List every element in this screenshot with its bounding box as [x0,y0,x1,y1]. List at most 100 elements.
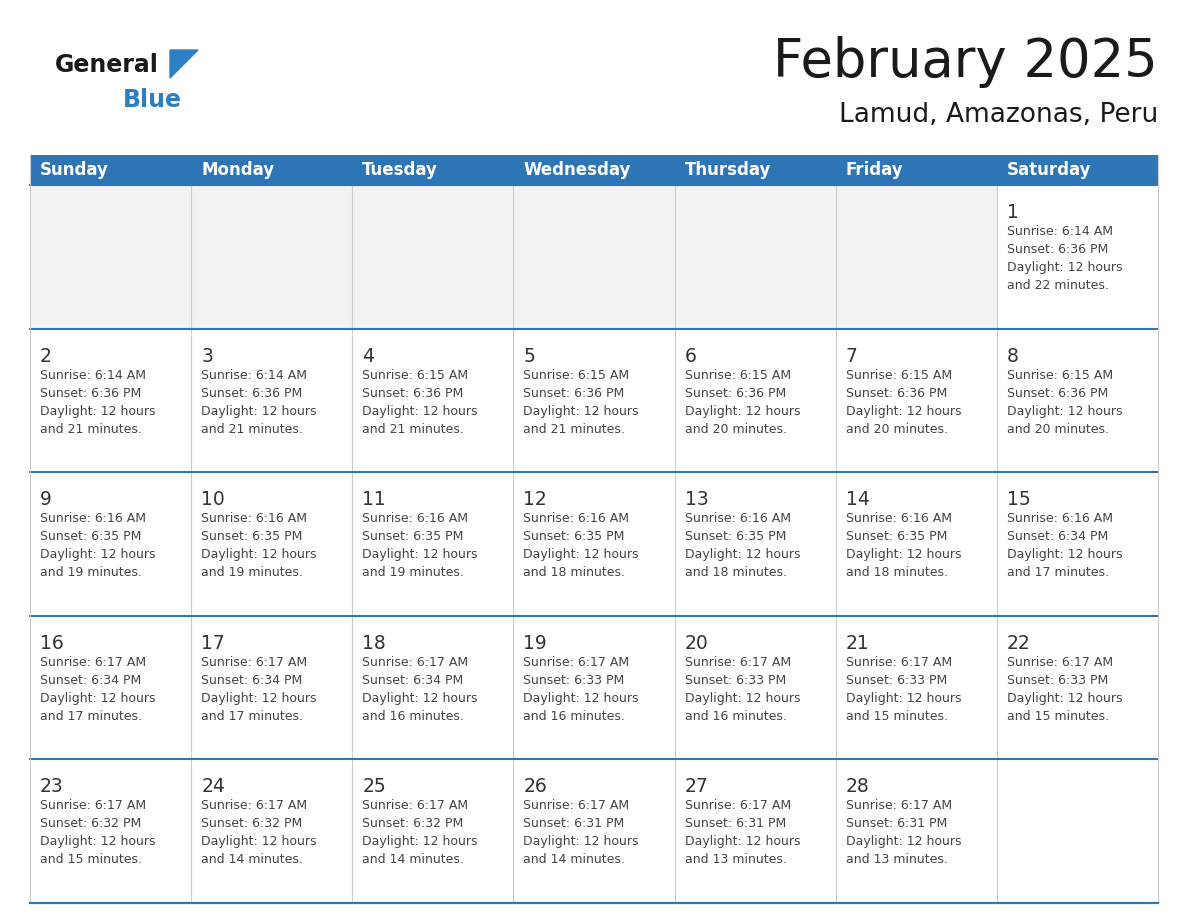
Text: Sunrise: 6:17 AM
Sunset: 6:33 PM
Daylight: 12 hours
and 16 minutes.: Sunrise: 6:17 AM Sunset: 6:33 PM Dayligh… [684,655,800,722]
Text: Sunrise: 6:15 AM
Sunset: 6:36 PM
Daylight: 12 hours
and 20 minutes.: Sunrise: 6:15 AM Sunset: 6:36 PM Dayligh… [684,369,800,436]
Bar [30,329,191,472]
Text: 8: 8 [1007,347,1019,365]
Text: Sunrise: 6:17 AM
Sunset: 6:33 PM
Daylight: 12 hours
and 15 minutes.: Sunrise: 6:17 AM Sunset: 6:33 PM Dayligh… [846,655,961,722]
Text: Tuesday: Tuesday [362,161,438,179]
Bar [191,185,353,329]
Bar [675,616,835,759]
Text: Sunrise: 6:16 AM
Sunset: 6:35 PM
Daylight: 12 hours
and 18 minutes.: Sunrise: 6:16 AM Sunset: 6:35 PM Dayligh… [684,512,800,579]
Bar [835,185,997,329]
Text: Sunrise: 6:17 AM
Sunset: 6:32 PM
Daylight: 12 hours
and 14 minutes.: Sunrise: 6:17 AM Sunset: 6:32 PM Dayligh… [201,800,317,867]
Bar [835,616,997,759]
Bar [513,616,675,759]
Bar [675,472,835,616]
Bar [30,616,191,759]
Text: Sunrise: 6:17 AM
Sunset: 6:34 PM
Daylight: 12 hours
and 16 minutes.: Sunrise: 6:17 AM Sunset: 6:34 PM Dayligh… [362,655,478,722]
Bar [30,472,191,616]
Polygon shape [170,50,198,78]
Text: 15: 15 [1007,490,1031,509]
Bar [997,759,1158,903]
Text: Monday: Monday [201,161,274,179]
Text: Blue: Blue [124,88,182,112]
Bar [997,185,1158,329]
Text: 14: 14 [846,490,870,509]
Text: Sunrise: 6:14 AM
Sunset: 6:36 PM
Daylight: 12 hours
and 21 minutes.: Sunrise: 6:14 AM Sunset: 6:36 PM Dayligh… [40,369,156,436]
Text: Sunrise: 6:14 AM
Sunset: 6:36 PM
Daylight: 12 hours
and 22 minutes.: Sunrise: 6:14 AM Sunset: 6:36 PM Dayligh… [1007,225,1123,292]
Text: 21: 21 [846,633,870,653]
Text: Sunrise: 6:17 AM
Sunset: 6:31 PM
Daylight: 12 hours
and 13 minutes.: Sunrise: 6:17 AM Sunset: 6:31 PM Dayligh… [684,800,800,867]
Bar [30,759,191,903]
Text: Sunrise: 6:15 AM
Sunset: 6:36 PM
Daylight: 12 hours
and 21 minutes.: Sunrise: 6:15 AM Sunset: 6:36 PM Dayligh… [524,369,639,436]
Text: 13: 13 [684,490,708,509]
Text: 24: 24 [201,778,225,797]
Text: 25: 25 [362,778,386,797]
Text: 19: 19 [524,633,548,653]
Text: Sunrise: 6:17 AM
Sunset: 6:34 PM
Daylight: 12 hours
and 17 minutes.: Sunrise: 6:17 AM Sunset: 6:34 PM Dayligh… [40,655,156,722]
Text: 23: 23 [40,778,64,797]
Text: 27: 27 [684,778,708,797]
Bar [997,472,1158,616]
Bar [835,329,997,472]
Bar [675,759,835,903]
Text: Sunrise: 6:15 AM
Sunset: 6:36 PM
Daylight: 12 hours
and 20 minutes.: Sunrise: 6:15 AM Sunset: 6:36 PM Dayligh… [846,369,961,436]
Text: 6: 6 [684,347,696,365]
Bar [997,329,1158,472]
Bar [353,616,513,759]
Text: Sunrise: 6:16 AM
Sunset: 6:35 PM
Daylight: 12 hours
and 19 minutes.: Sunrise: 6:16 AM Sunset: 6:35 PM Dayligh… [362,512,478,579]
Text: Sunrise: 6:17 AM
Sunset: 6:33 PM
Daylight: 12 hours
and 15 minutes.: Sunrise: 6:17 AM Sunset: 6:33 PM Dayligh… [1007,655,1123,722]
Bar [675,185,835,329]
Bar [191,329,353,472]
Text: Sunrise: 6:17 AM
Sunset: 6:32 PM
Daylight: 12 hours
and 14 minutes.: Sunrise: 6:17 AM Sunset: 6:32 PM Dayligh… [362,800,478,867]
Text: Sunrise: 6:14 AM
Sunset: 6:36 PM
Daylight: 12 hours
and 21 minutes.: Sunrise: 6:14 AM Sunset: 6:36 PM Dayligh… [201,369,317,436]
Text: February 2025: February 2025 [773,36,1158,88]
Text: Sunrise: 6:16 AM
Sunset: 6:34 PM
Daylight: 12 hours
and 17 minutes.: Sunrise: 6:16 AM Sunset: 6:34 PM Dayligh… [1007,512,1123,579]
Text: Sunday: Sunday [40,161,109,179]
Text: 18: 18 [362,633,386,653]
Text: 9: 9 [40,490,52,509]
Bar [353,329,513,472]
Bar [835,472,997,616]
Bar [353,759,513,903]
Text: 5: 5 [524,347,536,365]
Bar [353,185,513,329]
Bar [675,329,835,472]
Bar [513,759,675,903]
Text: 7: 7 [846,347,858,365]
Text: Wednesday: Wednesday [524,161,631,179]
Text: 10: 10 [201,490,225,509]
Text: 22: 22 [1007,633,1031,653]
Text: 17: 17 [201,633,225,653]
Bar [835,759,997,903]
Text: Sunrise: 6:16 AM
Sunset: 6:35 PM
Daylight: 12 hours
and 19 minutes.: Sunrise: 6:16 AM Sunset: 6:35 PM Dayligh… [40,512,156,579]
Bar [513,185,675,329]
Text: Saturday: Saturday [1007,161,1092,179]
Text: Sunrise: 6:17 AM
Sunset: 6:32 PM
Daylight: 12 hours
and 15 minutes.: Sunrise: 6:17 AM Sunset: 6:32 PM Dayligh… [40,800,156,867]
Text: 3: 3 [201,347,213,365]
Text: 12: 12 [524,490,548,509]
Text: 2: 2 [40,347,52,365]
Text: 4: 4 [362,347,374,365]
Text: Sunrise: 6:16 AM
Sunset: 6:35 PM
Daylight: 12 hours
and 18 minutes.: Sunrise: 6:16 AM Sunset: 6:35 PM Dayligh… [524,512,639,579]
Text: Friday: Friday [846,161,903,179]
Text: Sunrise: 6:17 AM
Sunset: 6:33 PM
Daylight: 12 hours
and 16 minutes.: Sunrise: 6:17 AM Sunset: 6:33 PM Dayligh… [524,655,639,722]
Text: 20: 20 [684,633,708,653]
Text: Thursday: Thursday [684,161,771,179]
Bar [30,155,1158,185]
Text: 11: 11 [362,490,386,509]
Text: Sunrise: 6:17 AM
Sunset: 6:34 PM
Daylight: 12 hours
and 17 minutes.: Sunrise: 6:17 AM Sunset: 6:34 PM Dayligh… [201,655,317,722]
Bar [191,616,353,759]
Text: Sunrise: 6:16 AM
Sunset: 6:35 PM
Daylight: 12 hours
and 18 minutes.: Sunrise: 6:16 AM Sunset: 6:35 PM Dayligh… [846,512,961,579]
Text: Sunrise: 6:15 AM
Sunset: 6:36 PM
Daylight: 12 hours
and 20 minutes.: Sunrise: 6:15 AM Sunset: 6:36 PM Dayligh… [1007,369,1123,436]
Text: General: General [55,53,159,77]
Text: Sunrise: 6:16 AM
Sunset: 6:35 PM
Daylight: 12 hours
and 19 minutes.: Sunrise: 6:16 AM Sunset: 6:35 PM Dayligh… [201,512,317,579]
Bar [513,329,675,472]
Text: 16: 16 [40,633,64,653]
Bar [353,472,513,616]
Bar [191,759,353,903]
Bar [191,472,353,616]
Text: Sunrise: 6:15 AM
Sunset: 6:36 PM
Daylight: 12 hours
and 21 minutes.: Sunrise: 6:15 AM Sunset: 6:36 PM Dayligh… [362,369,478,436]
Bar [997,616,1158,759]
Text: 28: 28 [846,778,870,797]
Bar [513,472,675,616]
Text: Lamud, Amazonas, Peru: Lamud, Amazonas, Peru [839,102,1158,128]
Text: 26: 26 [524,778,548,797]
